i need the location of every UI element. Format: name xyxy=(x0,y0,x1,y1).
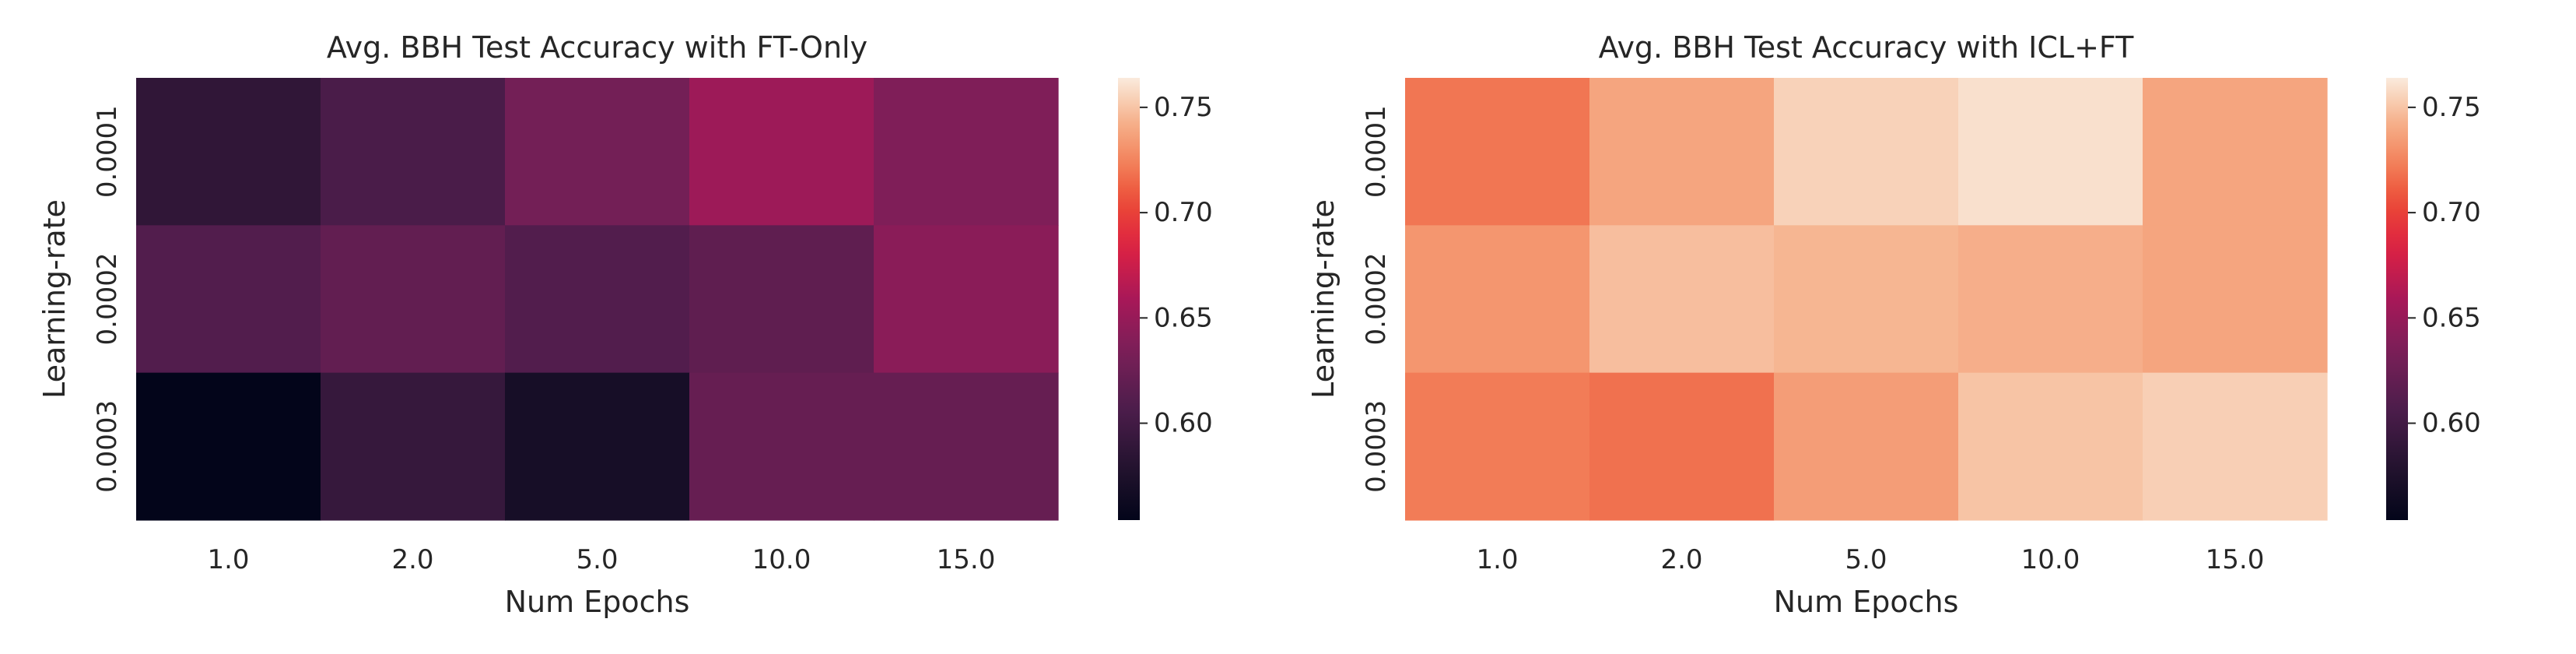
heatmap-cell-r1-c3 xyxy=(505,78,690,226)
heatmap-cell-r1-c5 xyxy=(874,78,1059,226)
heatmap-cell-r2-c5 xyxy=(2143,225,2328,374)
heatmap-cell-r3-c3 xyxy=(505,372,690,521)
y-tick-label: 0.0002 xyxy=(1361,253,1392,346)
y-axis-label: Learning-rate xyxy=(1306,199,1341,399)
heatmap-cell-r1-c4 xyxy=(1958,78,2143,226)
x-axis-label: Num Epochs xyxy=(1774,585,1959,619)
heatmap-panel-2: Avg. BBH Test Accuracy with ICL+FT 1.0 2.0… xyxy=(1306,30,2481,619)
heatmap-cell-r3-c1 xyxy=(136,372,321,521)
heatmap-cell-r1-c1 xyxy=(136,78,321,226)
heatmap-cell-r2-c1 xyxy=(1405,225,1590,374)
colorbar: 0.60 0.65 0.70 0.75 xyxy=(2386,78,2481,520)
colorbar-tick-label: 0.60 xyxy=(1154,408,1213,439)
x-tick-label: 10.0 xyxy=(2021,544,2080,575)
heatmap-cell-r3-c1 xyxy=(1405,372,1590,521)
heatmap-cell-r1-c3 xyxy=(1774,78,1959,226)
x-axis-label: Num Epochs xyxy=(505,585,690,619)
x-tick-label: 10.0 xyxy=(752,544,811,575)
colorbar: 0.60 0.65 0.70 0.75 xyxy=(1118,78,1213,520)
heatmap-cell-r2-c2 xyxy=(1589,225,1775,374)
colorbar-tick-label: 0.70 xyxy=(2422,197,2481,228)
x-tick-label: 2.0 xyxy=(1660,544,1702,575)
y-axis-label: Learning-rate xyxy=(37,199,72,399)
chart-title: Avg. BBH Test Accuracy with FT-Only xyxy=(327,30,867,65)
colorbar-tick-label: 0.75 xyxy=(2422,92,2481,123)
heatmap-cell-r2-c4 xyxy=(689,225,874,374)
colorbar-gradient xyxy=(1118,78,1140,520)
heatmap-cell-r2-c1 xyxy=(136,225,321,374)
heatmap-cell-r1-c2 xyxy=(321,78,506,226)
heatmap-cell-r3-c5 xyxy=(874,372,1059,521)
x-tick-label: 15.0 xyxy=(937,544,996,575)
heatmap-cell-r1-c4 xyxy=(689,78,874,226)
colorbar-tick-label: 0.70 xyxy=(1154,197,1213,228)
heatmap-cell-r2-c4 xyxy=(1958,225,2143,374)
heatmap-cell-r3-c2 xyxy=(1589,372,1775,521)
heatmap-cell-r3-c5 xyxy=(2143,372,2328,521)
x-tick-label: 15.0 xyxy=(2206,544,2265,575)
x-tick-label: 5.0 xyxy=(1845,544,1887,575)
y-tick-label: 0.0003 xyxy=(1361,400,1392,493)
colorbar-tick-label: 0.60 xyxy=(2422,408,2481,439)
heatmap-cell-r1-c2 xyxy=(1589,78,1775,226)
y-tick-label: 0.0001 xyxy=(92,105,123,198)
x-tick-label: 1.0 xyxy=(207,544,249,575)
heatmap-cell-r2-c2 xyxy=(321,225,506,374)
x-tick-label: 2.0 xyxy=(391,544,433,575)
x-tick-label: 5.0 xyxy=(576,544,618,575)
heatmap-cell-r3-c3 xyxy=(1774,372,1959,521)
heatmap-panel-1: Avg. BBH Test Accuracy with FT-Only 1.0 2.… xyxy=(37,30,1213,619)
y-tick-label: 0.0003 xyxy=(92,400,123,493)
heatmap-cell-r2-c5 xyxy=(874,225,1059,374)
heatmap-cell-r3-c2 xyxy=(321,372,506,521)
x-tick-label: 1.0 xyxy=(1476,544,1518,575)
heatmap-cell-r1-c1 xyxy=(1405,78,1590,226)
colorbar-tick-label: 0.65 xyxy=(2422,302,2481,333)
y-tick-label: 0.0002 xyxy=(92,253,123,346)
colorbar-tick-label: 0.65 xyxy=(1154,302,1213,333)
y-tick-label: 0.0001 xyxy=(1361,105,1392,198)
chart-title: Avg. BBH Test Accuracy with ICL+FT xyxy=(1599,30,2134,65)
heatmap-cell-r2-c3 xyxy=(1774,225,1959,374)
heatmap-cell-r3-c4 xyxy=(689,372,874,521)
heatmap-cell-r1-c5 xyxy=(2143,78,2328,226)
colorbar-gradient xyxy=(2386,78,2408,520)
colorbar-tick-label: 0.75 xyxy=(1154,92,1213,123)
heatmap-cell-r2-c3 xyxy=(505,225,690,374)
heatmap-cell-r3-c4 xyxy=(1958,372,2143,521)
